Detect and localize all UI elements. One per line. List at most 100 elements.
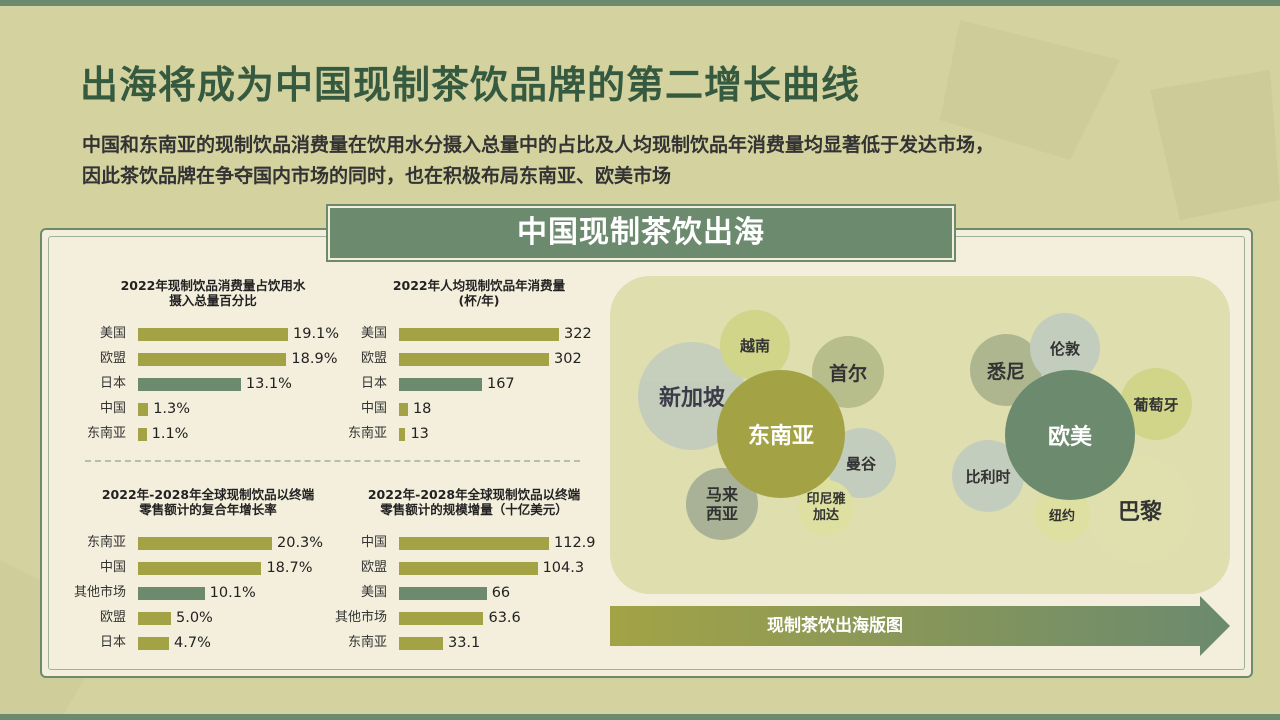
bottom-border — [0, 714, 1280, 720]
page-title: 出海将成为中国现制茶饮品牌的第二增长曲线 — [80, 63, 861, 107]
category-label: 美国 — [360, 326, 387, 341]
value-label: 18.9% — [291, 351, 338, 367]
chart-title-line-1: 2022年-2028年全球现制饮品以终端 — [101, 487, 315, 502]
category-label: 中国 — [99, 401, 126, 416]
bar-row: 美国 19.1% — [100, 324, 339, 344]
bar — [138, 637, 170, 650]
bubble-jakarta-label: 印尼雅加达 — [806, 492, 846, 523]
bubble-malaysia-label: 马来西亚 — [705, 485, 738, 523]
category-label: 中国 — [360, 535, 387, 550]
category-label: 东南亚 — [86, 535, 126, 550]
value-label: 19.1% — [293, 326, 340, 342]
bar — [399, 587, 487, 600]
value-label: 1.1% — [151, 426, 189, 442]
category-label: 中国 — [360, 401, 387, 416]
value-label: 20.3% — [277, 535, 324, 551]
bar-row: 美国 66 — [361, 583, 549, 603]
chart-consumption-share: 2022年现制饮品消费量占饮用水 摄入总量百分比 美国 19.1% 欧盟 18.9% 日… — [87, 278, 339, 448]
chart-scale-increment: 2022年-2028年全球现制饮品以终端 零售额计的规模增量（十亿美元） 中国 1… — [335, 487, 596, 657]
top-border — [0, 0, 1280, 6]
category-label: 其他市场 — [334, 610, 387, 625]
category-label: 日本 — [360, 376, 387, 391]
value-label: 10.1% — [209, 585, 256, 601]
value-label: 167 — [486, 376, 515, 392]
bar — [399, 537, 549, 550]
chart-title: 2022年-2028年全球现制饮品以终端 零售额计的复合年增长率 — [83, 487, 333, 517]
bar — [138, 353, 287, 366]
bar-row: 东南亚 1.1% — [87, 424, 288, 444]
category-label: 日本 — [99, 635, 126, 650]
value-label: 1.3% — [153, 401, 191, 417]
bar-row: 中国 18.7% — [100, 558, 313, 578]
category-label: 欧盟 — [360, 560, 387, 575]
bar — [138, 378, 241, 391]
category-label: 其他市场 — [73, 585, 126, 600]
bar-row: 其他市场 10.1% — [74, 583, 272, 603]
bar-row: 日本 4.7% — [100, 633, 272, 653]
value-label: 66 — [491, 585, 511, 601]
bar — [399, 328, 559, 341]
chart-title: 2022年-2028年全球现制饮品以终端 零售额计的规模增量（十亿美元） — [344, 487, 604, 517]
bar — [399, 378, 482, 391]
bubble-center-west: 欧美 — [1005, 370, 1135, 500]
bar-row: 欧盟 5.0% — [100, 608, 272, 628]
bar-row: 美国 322 — [361, 324, 592, 344]
chart-title-line-2: (杯/年) — [458, 293, 500, 308]
chart-title: 2022年现制饮品消费量占饮用水 摄入总量百分比 — [88, 278, 338, 308]
bar-row: 中国 1.3% — [100, 399, 288, 419]
value-label: 13.1% — [245, 376, 292, 392]
chart-title-line-2: 零售额计的规模增量（十亿美元） — [380, 502, 568, 517]
bar — [399, 428, 406, 441]
category-label: 东南亚 — [347, 426, 387, 441]
bar-row: 欧盟 104.3 — [361, 558, 584, 578]
category-label: 中国 — [99, 560, 126, 575]
subtitle-line-2: 因此茶饮品牌在争夺国内市场的同时，也在积极布局东南亚、欧美市场 — [82, 165, 672, 187]
bar-row: 东南亚 33.1 — [348, 633, 549, 653]
chart-title-line-1: 2022年人均现制饮品年消费量 — [392, 278, 566, 293]
category-label: 美国 — [99, 326, 126, 341]
category-label: 欧盟 — [360, 351, 387, 366]
value-label: 322 — [564, 326, 592, 342]
bar-row: 日本 13.1% — [100, 374, 292, 394]
bar-row: 其他市场 63.6 — [335, 608, 549, 628]
bar-row: 东南亚 20.3% — [87, 533, 323, 553]
bar-row: 东南亚 13 — [348, 424, 559, 444]
footer-arrow — [610, 596, 1230, 656]
bar-row: 欧盟 302 — [361, 349, 582, 369]
category-label: 日本 — [99, 376, 126, 391]
bar — [138, 428, 147, 441]
value-label: 112.9 — [554, 535, 596, 551]
chart-divider — [85, 460, 580, 462]
chart-title-line-1: 2022年-2028年全球现制饮品以终端 — [367, 487, 581, 502]
value-label: 13 — [410, 426, 429, 442]
value-label: 5.0% — [176, 610, 213, 626]
bar-row: 日本 167 — [361, 374, 559, 394]
bar — [138, 403, 149, 416]
bar — [138, 537, 272, 550]
bar-row: 中国 112.9 — [361, 533, 596, 553]
chart-title-line-1: 2022年现制饮品消费量占饮用水 — [120, 278, 306, 293]
value-label: 63.6 — [488, 610, 521, 626]
bubble-vietnam: 越南 — [720, 310, 790, 380]
subtitle-line-1: 中国和东南亚的现制饮品消费量在饮用水分摄入总量中的占比及人均现制饮品年消费量均显… — [82, 134, 995, 156]
bar — [138, 562, 262, 575]
value-label: 18 — [412, 401, 432, 417]
bar — [399, 562, 538, 575]
chart-cagr: 2022年-2028年全球现制饮品以终端 零售额计的复合年增长率 东南亚 20.3… — [74, 487, 323, 657]
bar — [138, 328, 288, 341]
bubble-center-sea: 东南亚 — [717, 370, 845, 498]
value-label: 18.7% — [266, 560, 313, 576]
section-banner: 中国现制茶饮出海 — [326, 204, 956, 262]
chart-per-capita-cups: 2022年人均现制饮品年消费量 (杯/年) 美国 322 欧盟 302 日本 167 中国 1… — [348, 278, 592, 448]
bar-row: 欧盟 18.9% — [100, 349, 338, 369]
chart-title-line-2: 零售额计的复合年增长率 — [139, 502, 277, 517]
category-label: 东南亚 — [347, 635, 387, 650]
bar — [399, 612, 484, 625]
category-label: 欧盟 — [99, 351, 126, 366]
value-label: 33.1 — [447, 635, 481, 651]
value-label: 302 — [554, 351, 582, 367]
value-label: 4.7% — [174, 635, 211, 651]
bar-row: 中国 18 — [361, 399, 559, 419]
category-label: 东南亚 — [86, 426, 126, 441]
